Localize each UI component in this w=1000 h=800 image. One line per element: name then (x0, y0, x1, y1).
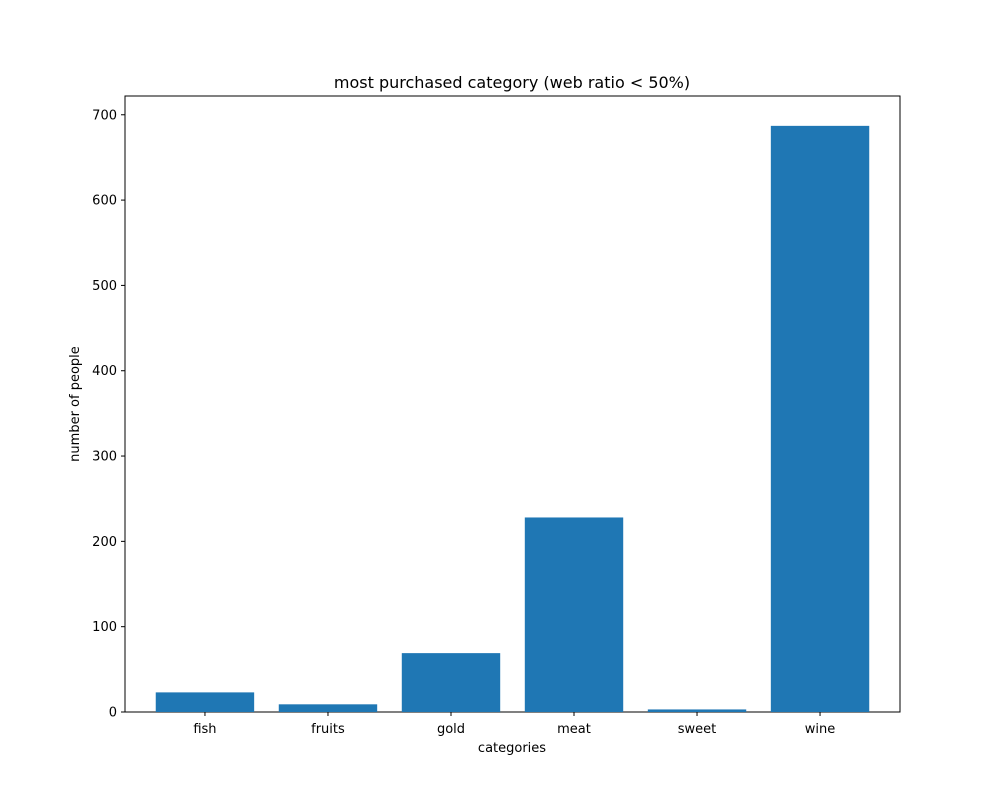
y-tick-label: 200 (92, 535, 117, 550)
x-tick-label: meat (557, 722, 591, 737)
y-tick-label: 600 (92, 194, 117, 209)
plot-area-frame (124, 95, 901, 713)
bar-meat (524, 517, 624, 712)
bars-group (155, 125, 870, 713)
x-tick-label: wine (805, 722, 835, 737)
x-axis-label: categories (478, 741, 546, 756)
chart-title: most purchased category (web ratio < 50%… (334, 73, 690, 92)
bar-gold (401, 653, 501, 712)
x-tick-label: fruits (311, 722, 345, 737)
bar-sweet (647, 709, 747, 712)
y-tick-label: 400 (92, 364, 117, 379)
y-tick-label: 0 (109, 706, 117, 721)
bar-fruits (278, 704, 378, 712)
x-tick-label: gold (437, 722, 465, 737)
x-axis: fish fruits gold meat sweet wine (193, 712, 835, 737)
y-tick-label: 100 (92, 620, 117, 635)
bar-wine (770, 125, 870, 713)
y-tick-label: 300 (92, 450, 117, 465)
x-tick-label: fish (193, 722, 216, 737)
y-tick-label: 500 (92, 279, 117, 294)
y-axis-label: number of people (68, 346, 83, 462)
y-tick-label: 700 (92, 108, 117, 123)
bar-fish (155, 692, 255, 712)
y-axis: 0 100 200 300 400 500 600 700 (92, 108, 125, 721)
x-tick-label: sweet (678, 722, 717, 737)
